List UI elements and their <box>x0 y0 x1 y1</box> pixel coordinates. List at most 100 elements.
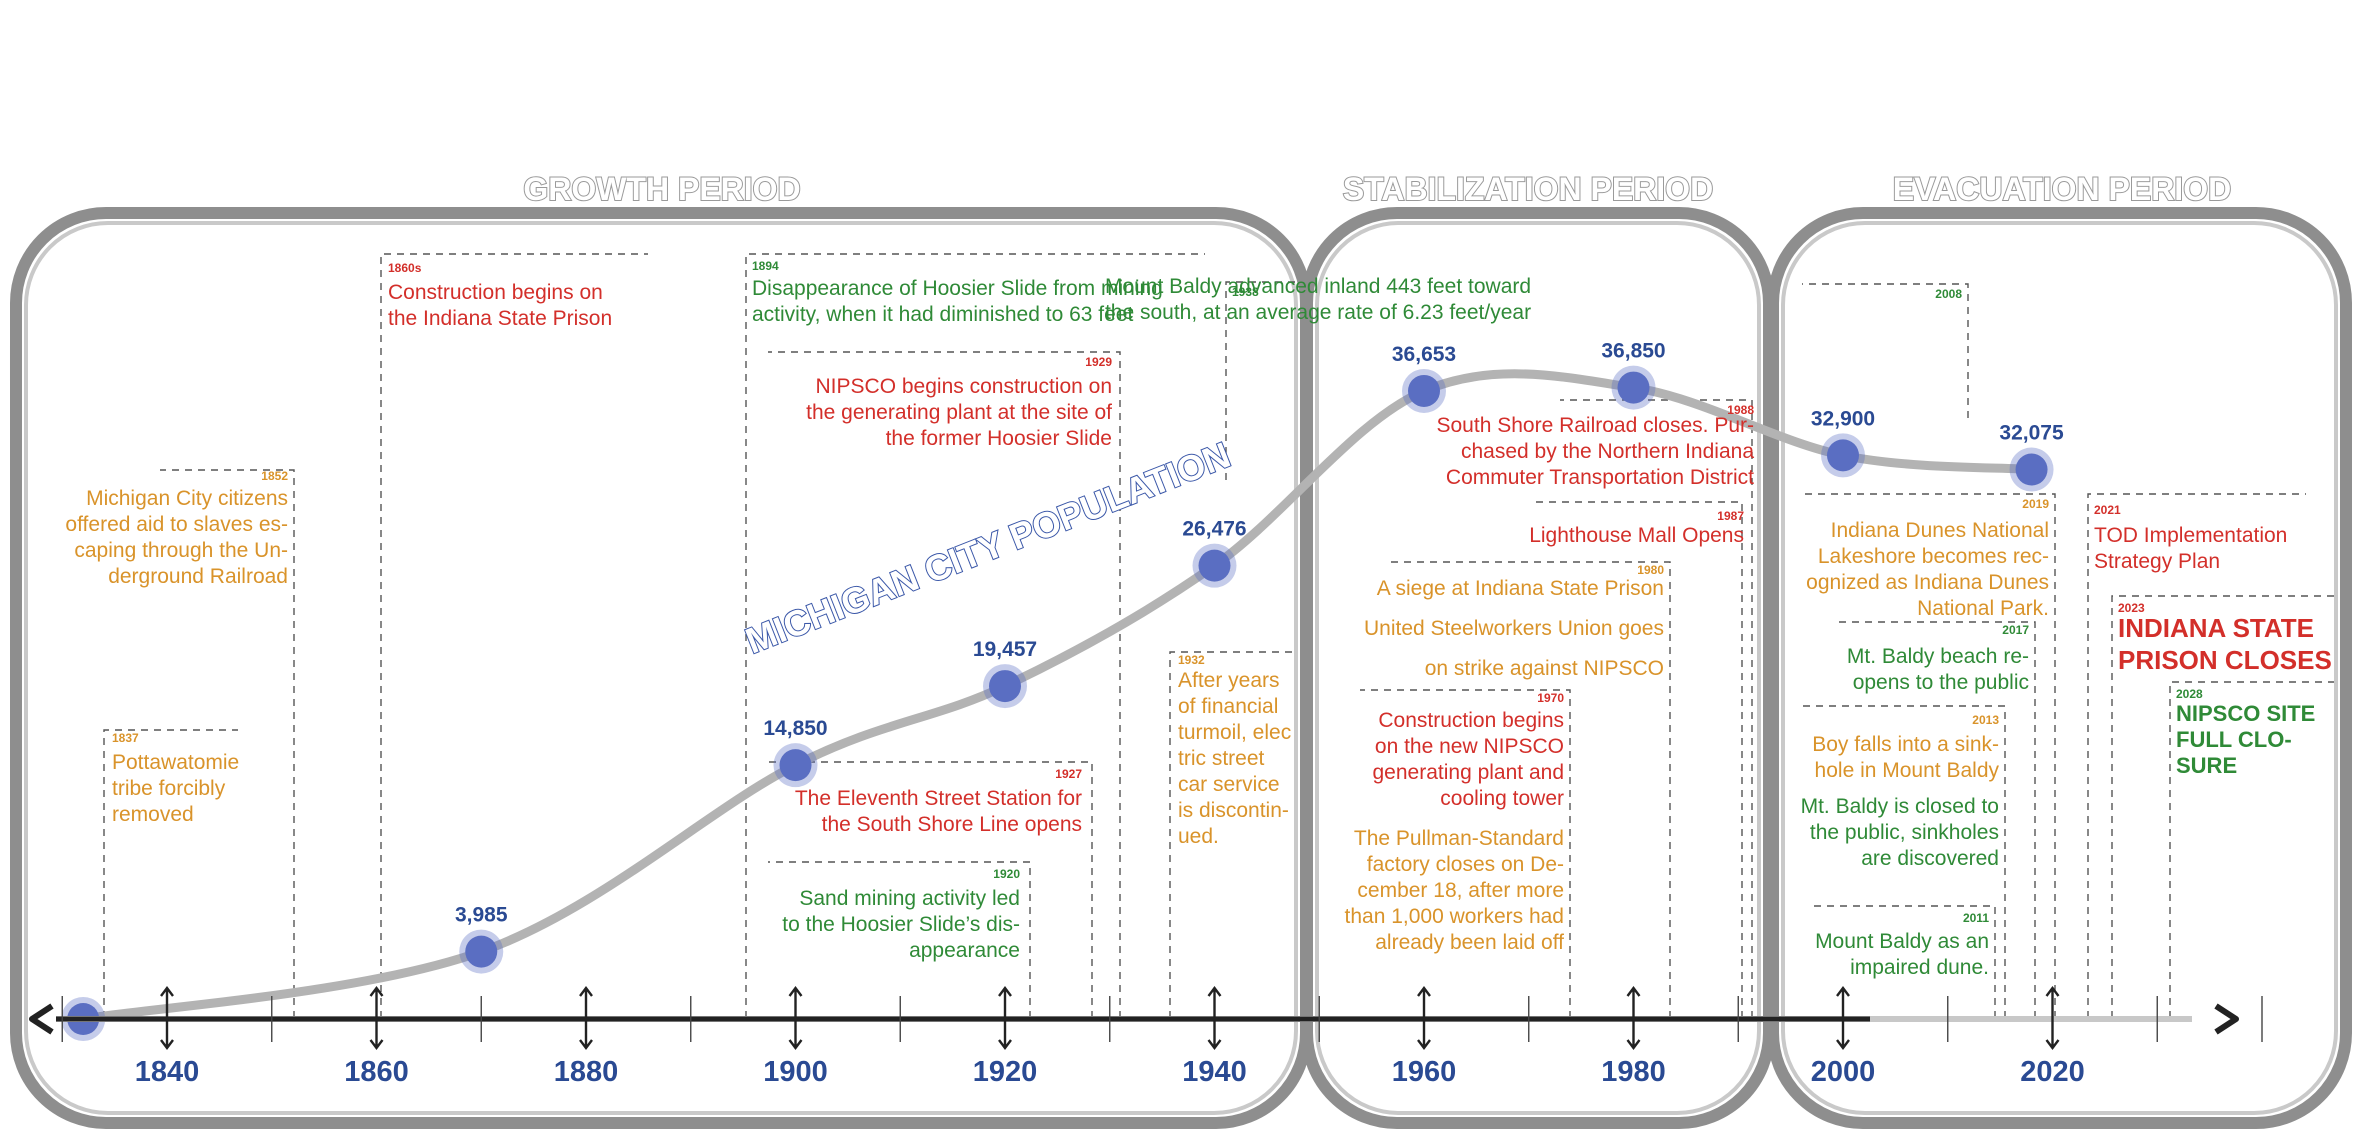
event-year: 2011 <box>1963 911 1989 925</box>
population-point <box>1408 374 1440 407</box>
growth-period-frame-inner <box>24 221 1298 1115</box>
event-text-line: ued. <box>1178 825 1219 848</box>
event-text-line: offered aid to slaves es- <box>65 513 288 536</box>
event-annotation: 2017 Mt. Baldy beach re-opens to the publ… <box>1847 623 2029 694</box>
event-text-line: A siege at Indiana State Prison <box>1377 577 1664 600</box>
axis-year-label: 1860 <box>344 1056 409 1088</box>
leader-2011 <box>1808 905 1996 1018</box>
population-value-label: 36,850 <box>1601 340 1665 363</box>
event-text-line: INDIANA STATE <box>2118 613 2314 643</box>
population-point <box>989 670 1021 703</box>
population-value-label: 19,457 <box>973 638 1037 661</box>
population-value-label: 3,985 <box>455 904 508 927</box>
event-text-line: The Pullman-Standard <box>1354 827 1564 850</box>
axis-year-label: 1940 <box>1182 1056 1247 1088</box>
event-text-line: is discontin- <box>1178 799 1289 822</box>
event-text-line: the generating plant at the site of <box>806 401 1112 424</box>
event-text-line: hole in Mount Baldy <box>1815 759 2000 782</box>
leader-1860s <box>380 253 648 1018</box>
leader-1852 <box>160 469 295 1018</box>
stabilization-period-frame-inner <box>1315 221 1761 1115</box>
population-point <box>1617 371 1650 404</box>
event-text-line: on strike against NIPSCO <box>1425 657 1664 680</box>
event-text-line: already been laid off <box>1375 931 1564 954</box>
axis-major-tick <box>1836 986 1850 1050</box>
leader-2023 <box>2111 595 2340 1018</box>
event-text-line: Disappearance of Hoosier Slide from mini… <box>752 277 1163 300</box>
axis-major-tick <box>1626 986 1641 1050</box>
leader-1932 <box>1169 651 1296 1018</box>
event-year: 1938 <box>1232 285 1259 299</box>
event-text-line: tric street <box>1178 747 1265 770</box>
event-text-line: cooling tower <box>1440 787 1564 810</box>
event-text-line: Construction begins <box>1378 709 1564 732</box>
axis-major-tick <box>579 986 593 1050</box>
event-annotation: 1894 Disappearance of Hoosier Slide from … <box>752 259 1163 326</box>
event-text-line: cember 18, after more <box>1357 879 1564 902</box>
event-text-line: FULL CLO- <box>2176 727 2292 752</box>
event-text-line: the former Hoosier Slide <box>886 427 1112 450</box>
event-text-line: South Shore Railroad closes. Pur- <box>1437 414 1755 437</box>
event-annotation: 1970 Construction begins on the new NIPSCO… <box>1373 691 1565 810</box>
event-year: 1970 <box>1537 691 1564 705</box>
event-year: 1987 <box>1717 509 1744 523</box>
growth-period-title: GROWTH PERIOD <box>523 171 800 207</box>
event-annotation: Mt. Baldy is closed to the public, sinkho… <box>1801 795 1999 870</box>
leader-1987 <box>1530 501 1743 1018</box>
leader-1980 <box>1390 561 1671 1018</box>
event-text-line: generating plant and <box>1373 761 1565 784</box>
event-year: 1860s <box>388 261 422 275</box>
event-text-line: Boy falls into a sink- <box>1812 733 1999 756</box>
evacuation-period-frame <box>1767 207 2352 1129</box>
leader-2008 <box>1802 283 1969 418</box>
event-text-line: are discovered <box>1861 847 1999 870</box>
growth-period-frame <box>10 207 1312 1129</box>
event-year: 1932 <box>1178 653 1205 667</box>
population-point <box>779 749 812 782</box>
event-year: 1894 <box>752 259 779 273</box>
population-point <box>1827 439 1859 472</box>
event-text-line: of financial <box>1178 695 1278 718</box>
event-text-line: Sand mining activity led <box>799 887 1020 910</box>
population-value-label: 36,653 <box>1392 343 1456 366</box>
event-text-line: Construction begins on <box>388 281 603 304</box>
event-annotation: 1860s Construction begins on the Indiana S… <box>388 261 612 330</box>
event-year: 2028 <box>2176 687 2203 701</box>
axis-major-tick <box>1417 986 1431 1050</box>
leader-2021 <box>2087 493 2306 1018</box>
event-annotation: 2008 <box>1935 287 1962 301</box>
leader-2019 <box>1800 493 2056 1018</box>
axis-major-tick <box>998 986 1012 1050</box>
event-text-line: activity, when it had diminished to 63 f… <box>752 303 1133 326</box>
event-text-line: removed <box>112 803 194 826</box>
leader-1938 <box>1225 281 1300 480</box>
event-annotation: 1852 Michigan City citizens offered aid to… <box>65 469 288 588</box>
event-year: 2019 <box>2022 497 2049 511</box>
leader-1927 <box>768 761 1093 1018</box>
population-line <box>78 369 2037 1024</box>
event-year: 2023 <box>2118 601 2145 615</box>
event-text-line: car service <box>1178 773 1280 796</box>
event-text-line: National Park. <box>1917 597 2049 620</box>
event-year: 2008 <box>1935 287 1962 301</box>
leader-1837 <box>103 729 238 1018</box>
event-text-line: NIPSCO begins construction on <box>816 375 1112 398</box>
event-year: 1852 <box>261 469 288 483</box>
event-text-line: TOD Implementation <box>2094 524 2287 547</box>
leader-2013 <box>1800 705 2006 1018</box>
axis-year-label: 2000 <box>1811 1056 1876 1088</box>
evacuation-period-frame-inner <box>1781 221 2338 1115</box>
leader-1988 <box>1560 399 1753 1018</box>
axis-arrow-right <box>2214 1003 2239 1035</box>
event-annotation: 1932 After years of financial turmoil, elec… <box>1178 653 1291 848</box>
event-text-line: Mount Baldy advanced inland 443 feet tow… <box>1105 275 1531 298</box>
leader-1920 <box>768 861 1031 1018</box>
leader-2017 <box>1836 621 2036 1018</box>
event-text-line: the Indiana State Prison <box>388 307 612 330</box>
axis-year-label: 1880 <box>554 1056 619 1088</box>
